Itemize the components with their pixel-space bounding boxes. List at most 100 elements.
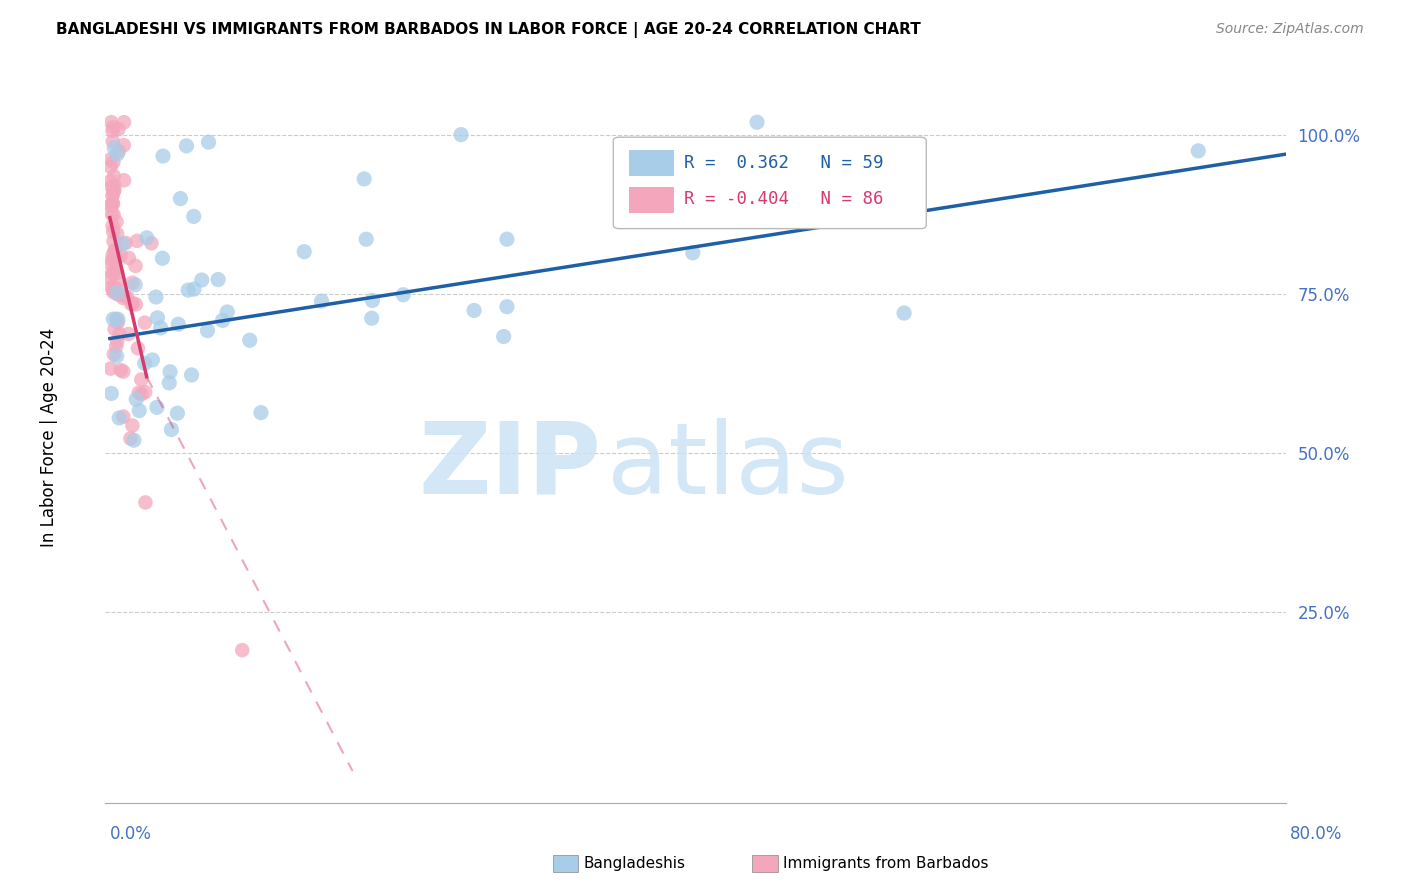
Text: In Labor Force | Age 20-24: In Labor Force | Age 20-24 xyxy=(39,327,58,547)
Point xyxy=(107,312,129,326)
Point xyxy=(121,296,143,310)
Point xyxy=(160,423,183,437)
Point xyxy=(100,271,122,285)
Point xyxy=(129,372,152,386)
Point xyxy=(231,643,253,657)
Point xyxy=(100,257,122,271)
Point xyxy=(463,303,485,318)
Point xyxy=(100,179,122,194)
Point xyxy=(112,173,135,187)
Point xyxy=(180,368,202,382)
Point xyxy=(112,365,135,379)
Text: 0.0%: 0.0% xyxy=(110,825,152,843)
Point xyxy=(108,326,131,341)
Point xyxy=(146,401,169,415)
Point xyxy=(141,236,163,251)
Point xyxy=(745,115,768,129)
Point xyxy=(131,387,153,401)
Point xyxy=(110,248,132,262)
Point xyxy=(145,290,167,304)
Bar xyxy=(628,187,673,212)
Point xyxy=(176,138,198,153)
Point xyxy=(117,326,139,341)
Point xyxy=(105,349,128,363)
Point xyxy=(709,203,731,218)
Text: BANGLADESHI VS IMMIGRANTS FROM BARBADOS IN LABOR FORCE | AGE 20-24 CORRELATION C: BANGLADESHI VS IMMIGRANTS FROM BARBADOS … xyxy=(56,22,921,38)
Point xyxy=(100,153,122,167)
Point xyxy=(103,280,125,294)
Point xyxy=(127,341,149,355)
Point xyxy=(149,321,172,335)
Point xyxy=(292,244,315,259)
Point xyxy=(107,315,129,329)
Text: R =  0.362   N = 59: R = 0.362 N = 59 xyxy=(685,153,883,172)
Point xyxy=(100,160,122,174)
Point xyxy=(112,291,135,305)
Point xyxy=(197,324,219,338)
Point xyxy=(207,272,229,286)
Point xyxy=(134,495,156,509)
Point xyxy=(141,353,163,368)
Point xyxy=(101,134,124,148)
Point xyxy=(103,155,125,169)
Point xyxy=(105,275,128,289)
Point xyxy=(360,311,382,326)
Point xyxy=(101,189,124,203)
Bar xyxy=(628,151,673,176)
Point xyxy=(183,210,205,224)
Point xyxy=(128,385,150,400)
Point xyxy=(159,365,181,379)
Point xyxy=(100,174,122,188)
Point xyxy=(101,253,124,268)
Point xyxy=(103,208,125,222)
Point xyxy=(354,232,377,246)
Point xyxy=(103,285,125,300)
Point xyxy=(121,418,143,433)
Point xyxy=(101,266,124,280)
Point xyxy=(197,135,219,149)
Point xyxy=(183,282,205,296)
Point xyxy=(250,406,273,420)
Point xyxy=(105,311,128,326)
Point xyxy=(392,287,415,301)
Point xyxy=(101,219,124,233)
Point xyxy=(361,293,384,308)
Point xyxy=(152,149,174,163)
Point xyxy=(167,318,190,332)
Point xyxy=(121,297,143,311)
Point xyxy=(1187,144,1209,158)
Point xyxy=(100,361,122,376)
Point xyxy=(125,392,148,407)
Point xyxy=(239,333,262,347)
Point xyxy=(103,347,125,361)
FancyBboxPatch shape xyxy=(613,137,927,228)
Point xyxy=(107,266,129,280)
Point xyxy=(104,243,127,257)
Text: atlas: atlas xyxy=(607,417,849,515)
Point xyxy=(105,285,128,300)
Point xyxy=(125,234,148,248)
Point xyxy=(100,115,122,129)
Point xyxy=(134,316,156,330)
Point xyxy=(104,322,127,336)
Point xyxy=(114,289,136,303)
Point xyxy=(103,120,125,135)
Point xyxy=(492,329,515,343)
Point xyxy=(311,294,333,309)
Point xyxy=(353,172,375,186)
Point xyxy=(496,232,519,246)
Point xyxy=(146,310,169,325)
Point xyxy=(177,283,200,297)
Point xyxy=(100,207,122,221)
Point xyxy=(893,306,915,320)
Point xyxy=(125,297,148,311)
Point xyxy=(450,128,472,142)
Point xyxy=(120,432,142,446)
Point xyxy=(100,198,122,212)
Point xyxy=(101,124,124,138)
Point xyxy=(101,284,124,298)
Point xyxy=(103,169,125,184)
Point xyxy=(104,262,127,277)
Point xyxy=(101,225,124,239)
Point xyxy=(105,147,128,161)
